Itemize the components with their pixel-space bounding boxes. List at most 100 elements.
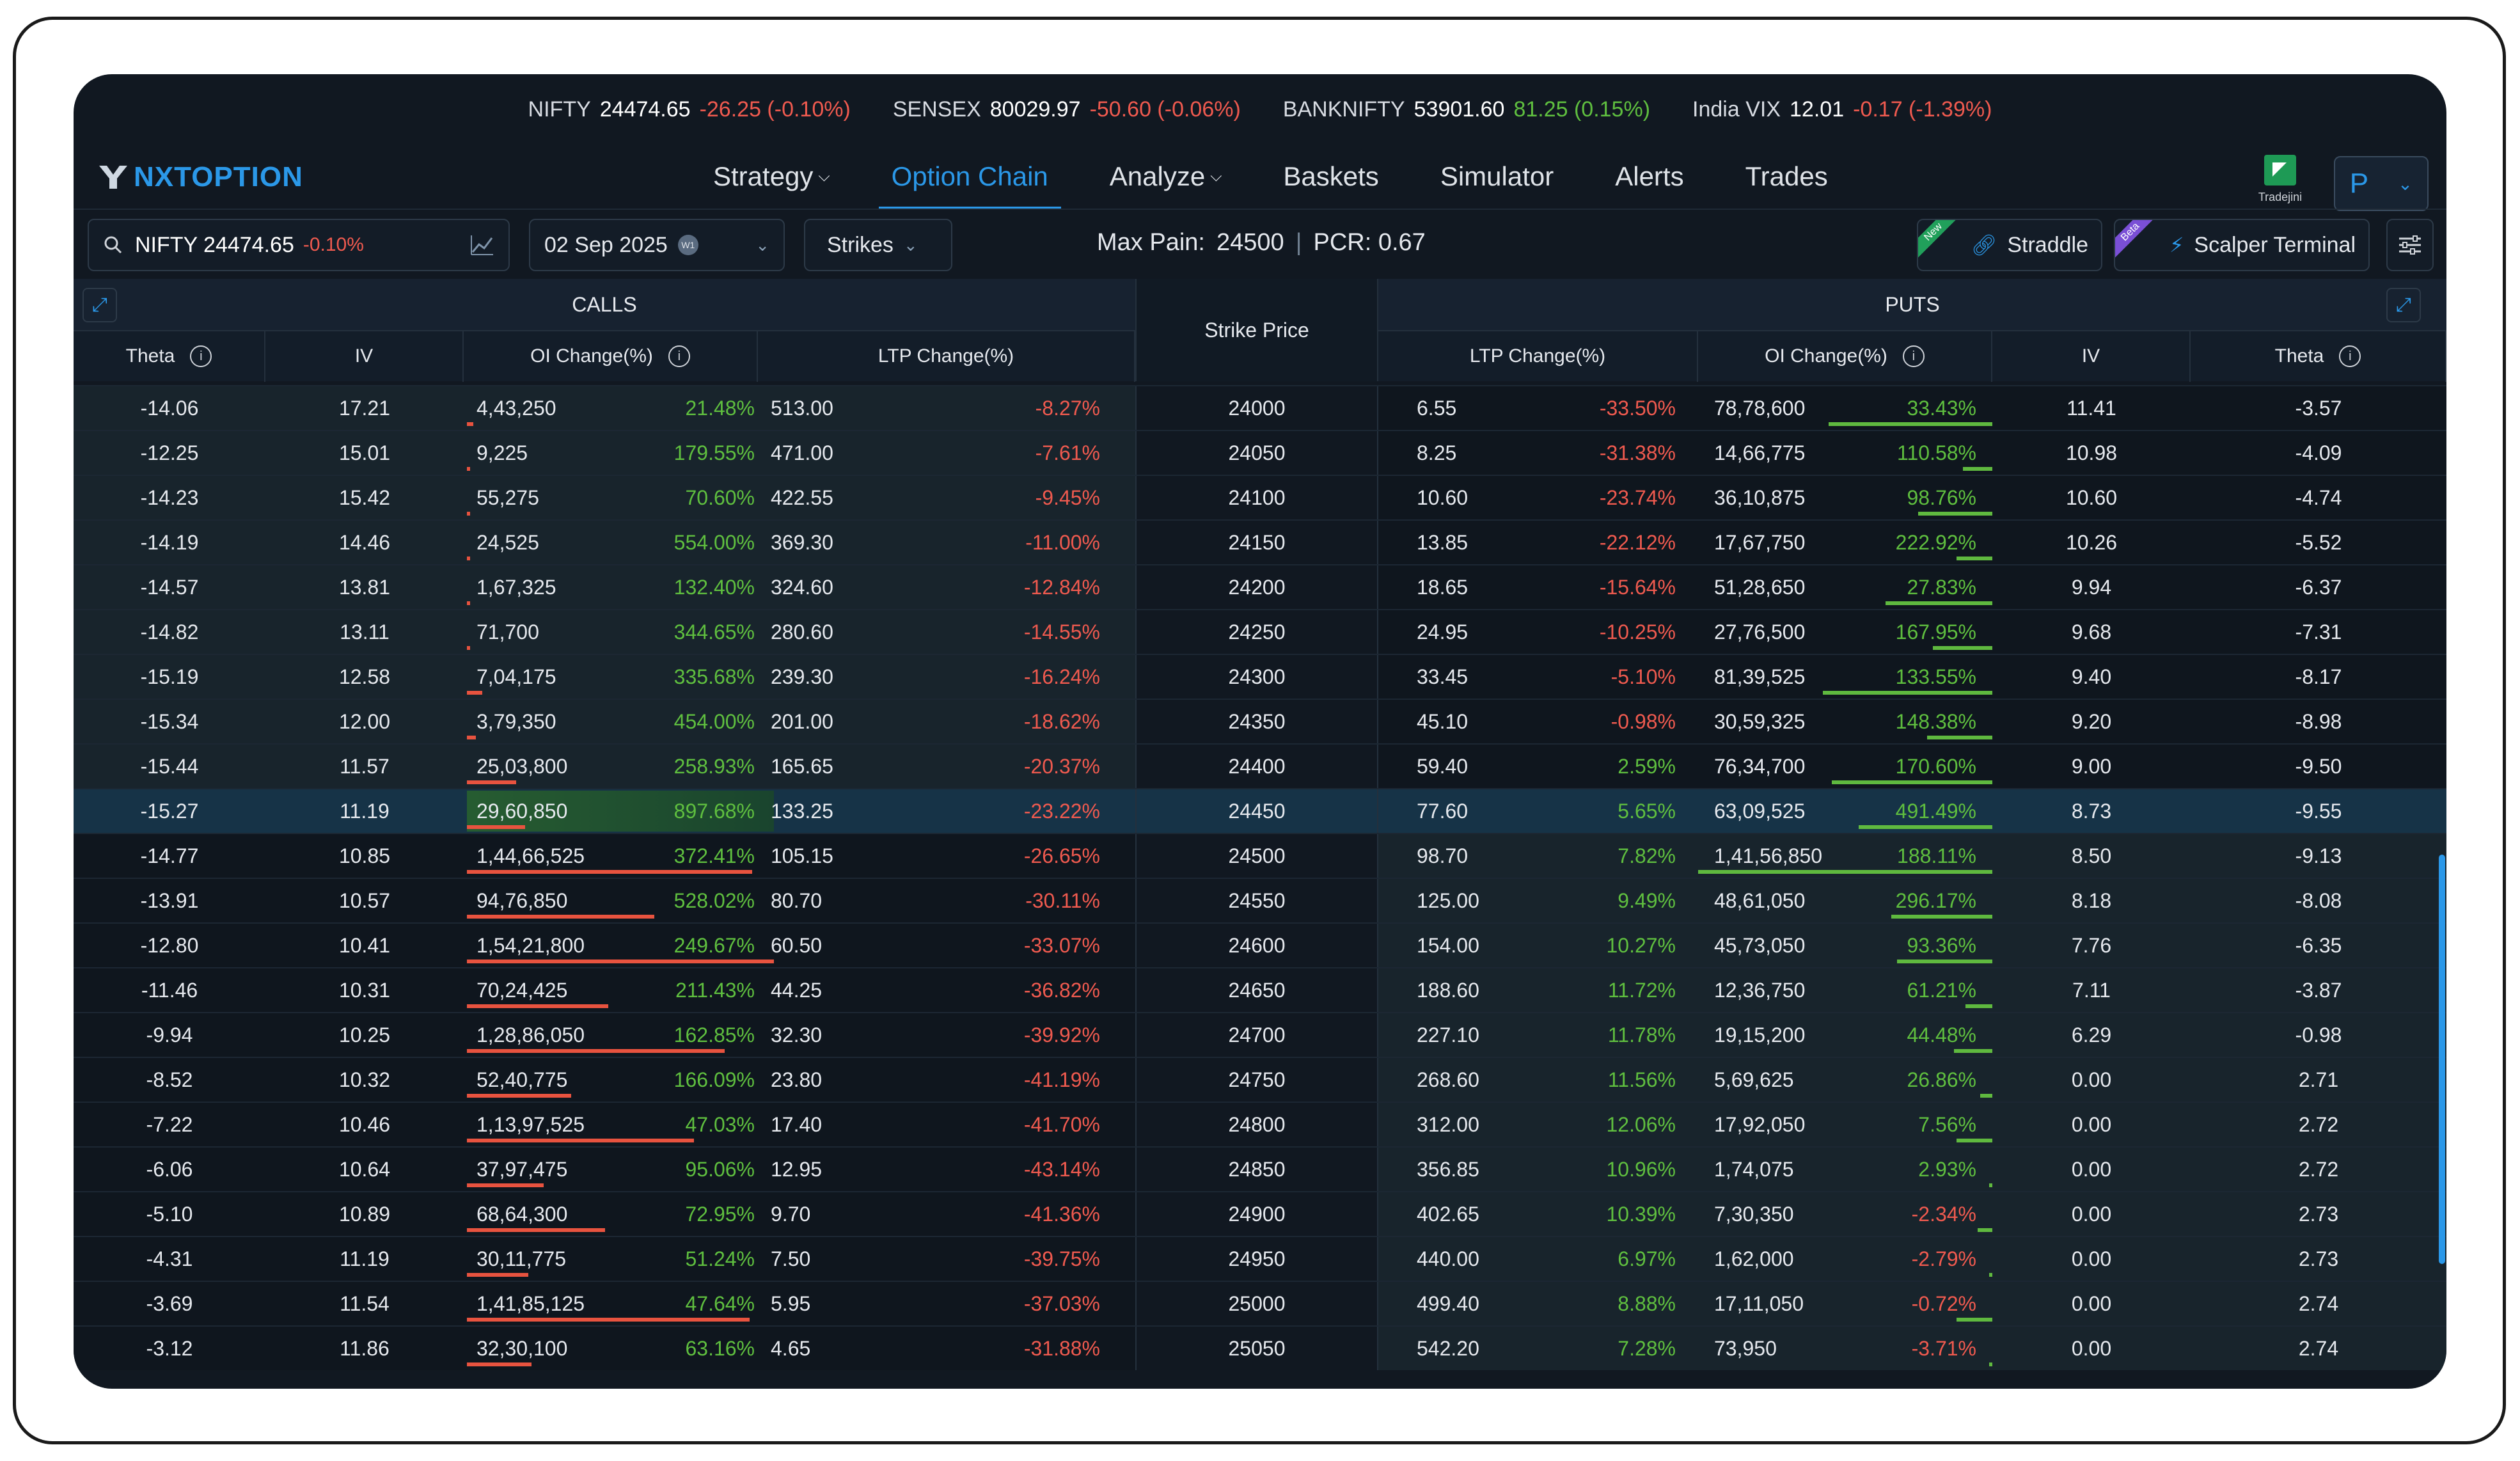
call-ltp: 239.30 — [771, 665, 833, 688]
call-oi-change: 249.67% — [673, 933, 755, 957]
call-oi-bar — [467, 1049, 725, 1053]
expand-puts-icon[interactable]: ⤢ — [2386, 288, 2421, 322]
table-row[interactable]: -15.27 11.19 29,60,850 897.68% 133.25 -23.22%… — [74, 788, 2446, 833]
table-row[interactable]: -14.77 10.85 1,44,66,525 372.41% 105.15 -26.6… — [74, 833, 2446, 878]
scalper-terminal-button[interactable]: Beta ⚡︎ Scalper Terminal — [2114, 219, 2370, 271]
call-ltp-change: -39.92% — [1023, 1023, 1100, 1046]
option-chain-table: CALLS ⤢ Strike Price PUTS ⤢ Theta i IV OI C… — [74, 279, 2446, 1389]
user-menu-button[interactable]: P ⌄ — [2334, 156, 2429, 211]
table-row[interactable]: -9.94 10.25 1,28,86,050 162.85% 32.30 -39.92%… — [74, 1012, 2446, 1057]
call-col-header[interactable]: Theta i — [74, 331, 265, 382]
put-iv: 9.20 — [2071, 709, 2112, 733]
call-ltp-change: -41.36% — [1023, 1202, 1100, 1226]
put-col-header[interactable]: OI Change(%) i — [1698, 331, 1992, 382]
put-oi: 81,39,525 — [1714, 665, 1806, 688]
calls-row-bg — [74, 745, 1135, 788]
table-row[interactable]: -14.23 15.42 55,275 70.60% 422.55 -9.45% 24100… — [74, 475, 2446, 519]
ticker-item[interactable]: SENSEX 80029.97 -50.60 (-0.06%) — [893, 97, 1241, 122]
put-oi-bar — [1977, 1228, 1992, 1232]
ticker-item[interactable]: India VIX 12.01 -0.17 (-1.39%) — [1692, 97, 1992, 122]
call-ltp: 105.15 — [771, 844, 833, 867]
table-row[interactable]: -11.46 10.31 70,24,425 211.43% 44.25 -36.82% 2… — [74, 967, 2446, 1012]
ticker-value: 80029.97 — [989, 97, 1081, 122]
table-row[interactable]: -12.25 15.01 9,225 179.55% 471.00 -7.61% 24050… — [74, 430, 2446, 475]
put-iv: 9.00 — [2071, 754, 2112, 778]
call-iv: 10.41 — [338, 933, 391, 957]
put-oi-bar — [1989, 1273, 1992, 1277]
put-oi: 1,74,075 — [1714, 1157, 1794, 1181]
table-row[interactable]: -14.06 17.21 4,43,250 21.48% 513.00 -8.27% 240… — [74, 385, 2446, 430]
call-oi: 30,11,775 — [476, 1247, 566, 1270]
call-oi: 25,03,800 — [476, 754, 568, 778]
max-pain-value: 24500 — [1216, 229, 1284, 256]
table-row[interactable]: -14.82 13.11 71,700 344.65% 280.60 -14.55% 242… — [74, 609, 2446, 654]
table-row[interactable]: -5.10 10.89 68,64,300 72.95% 9.70 -41.36% 2490… — [74, 1191, 2446, 1236]
put-ltp-change: 7.28% — [1618, 1336, 1676, 1360]
info-icon[interactable]: i — [2339, 345, 2361, 367]
chart-icon[interactable] — [470, 234, 494, 256]
call-iv: 10.85 — [338, 844, 391, 867]
table-row[interactable]: -13.91 10.57 94,76,850 528.02% 80.70 -30.11% 2… — [74, 878, 2446, 922]
table-row[interactable]: -7.22 10.46 1,13,97,525 47.03% 17.40 -41.70% 2… — [74, 1102, 2446, 1146]
put-ltp-change: 10.39% — [1606, 1202, 1676, 1226]
settings-button[interactable] — [2386, 219, 2434, 271]
table-row[interactable]: -12.80 10.41 1,54,21,800 249.67% 60.50 -33.07… — [74, 922, 2446, 967]
nav-alerts[interactable]: Alerts — [1615, 145, 1683, 209]
straddle-button[interactable]: New 🔗︎ Straddle — [1917, 219, 2102, 271]
nav-analyze[interactable]: Analyze ⌵ — [1110, 145, 1222, 209]
expand-calls-icon[interactable]: ⤢ — [83, 288, 117, 322]
puts-row-bg — [1378, 1327, 2446, 1370]
info-icon[interactable]: i — [190, 345, 212, 367]
nav-trades[interactable]: Trades — [1745, 145, 1828, 209]
put-ltp-change: -22.12% — [1599, 530, 1676, 554]
ticker-item[interactable]: NIFTY 24474.65 -26.25 (-0.10%) — [528, 97, 851, 122]
info-icon[interactable]: i — [668, 345, 690, 367]
call-col-header[interactable]: IV — [265, 331, 464, 382]
expiry-select[interactable]: 02 Sep 2025 W1 ⌄ — [529, 219, 785, 271]
nav-strategy[interactable]: Strategy ⌵ — [713, 145, 830, 209]
nav-baskets[interactable]: Baskets — [1283, 145, 1378, 209]
call-ltp: 165.65 — [771, 754, 833, 778]
table-row[interactable]: -14.57 13.81 1,67,325 132.40% 324.60 -12.84% 2… — [74, 564, 2446, 609]
put-oi: 45,73,050 — [1714, 933, 1806, 957]
info-icon[interactable]: i — [1902, 345, 1925, 367]
broker-badge[interactable]: Tradejini — [2248, 155, 2312, 206]
put-ltp-change: 10.96% — [1606, 1157, 1676, 1181]
call-oi-change: 335.68% — [673, 665, 755, 688]
call-col-header[interactable]: OI Change(%) i — [464, 331, 758, 382]
table-row[interactable]: -3.12 11.86 32,30,100 63.16% 4.65 -31.88% 2505… — [74, 1325, 2446, 1370]
call-ltp-change: -9.45% — [1035, 486, 1100, 509]
table-row[interactable]: -6.06 10.64 37,97,475 95.06% 12.95 -43.14% 248… — [74, 1146, 2446, 1191]
nav-option-chain[interactable]: Option Chain — [878, 145, 1061, 209]
put-ltp: 24.95 — [1417, 620, 1469, 644]
table-row[interactable]: -8.52 10.32 52,40,775 166.09% 23.80 -41.19% 24… — [74, 1057, 2446, 1102]
brand-logo[interactable]: NXTOPTION — [98, 161, 303, 193]
call-theta: -12.80 — [140, 933, 199, 957]
ticker-item[interactable]: BANKNIFTY 53901.60 81.25 (0.15%) — [1283, 97, 1650, 122]
call-theta: -15.27 — [140, 799, 199, 823]
table-row[interactable]: -15.19 12.58 7,04,175 335.68% 239.30 -16.24% 2… — [74, 654, 2446, 699]
put-oi-bar — [1697, 870, 1992, 874]
call-theta: -5.10 — [146, 1202, 193, 1226]
table-row[interactable]: -3.69 11.54 1,41,85,125 47.64% 5.95 -37.03% 25… — [74, 1281, 2446, 1325]
strike-row-bg — [1135, 1192, 1378, 1236]
vertical-scrollbar[interactable] — [2439, 855, 2445, 1264]
puts-title: PUTS — [1885, 292, 1940, 316]
nav-simulator[interactable]: Simulator — [1440, 145, 1554, 209]
table-row[interactable]: -15.34 12.00 3,79,350 454.00% 201.00 -18.62% 2… — [74, 699, 2446, 743]
max-pain-label: Max Pain: — [1097, 229, 1205, 256]
call-theta: -13.91 — [140, 888, 199, 912]
strikes-select[interactable]: Strikes ⌄ — [804, 219, 952, 271]
table-row[interactable]: -14.19 14.46 24,525 554.00% 369.30 -11.00% 241… — [74, 519, 2446, 564]
table-row[interactable]: -4.31 11.19 30,11,775 51.24% 7.50 -39.75% 2495… — [74, 1236, 2446, 1281]
call-oi-change: 132.40% — [673, 575, 755, 599]
put-col-header[interactable]: LTP Change(%) — [1378, 331, 1698, 382]
table-row[interactable]: -15.44 11.57 25,03,800 258.93% 165.65 -20.37%… — [74, 743, 2446, 788]
put-col-header[interactable]: Theta i — [2191, 331, 2446, 382]
call-iv: 11.19 — [340, 1247, 390, 1270]
put-col-header[interactable]: IV — [1992, 331, 2191, 382]
symbol-search[interactable]: NIFTY 24474.65 -0.10% — [88, 219, 510, 271]
call-ltp: 23.80 — [771, 1068, 823, 1091]
call-col-header[interactable]: LTP Change(%) — [758, 331, 1135, 382]
puts-row-bg — [1378, 431, 2446, 475]
